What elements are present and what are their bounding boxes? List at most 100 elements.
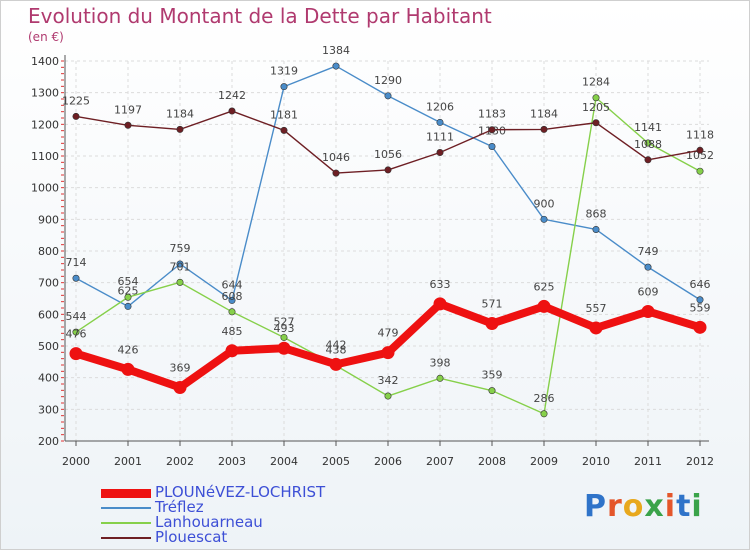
data-point <box>280 126 288 134</box>
data-label: 749 <box>638 245 659 258</box>
data-label: 701 <box>170 260 191 273</box>
data-point <box>228 107 236 115</box>
data-point <box>436 118 444 126</box>
data-label: 1056 <box>374 148 402 161</box>
data-point <box>124 302 132 310</box>
data-label: 1181 <box>270 108 298 121</box>
data-label: 1088 <box>634 138 662 151</box>
y-tick-label: 1400 <box>31 55 59 68</box>
proxiti-logo: Proxiti <box>584 489 703 524</box>
data-label: 714 <box>66 256 87 269</box>
data-label: 476 <box>66 328 87 341</box>
data-point <box>124 121 132 129</box>
legend-label: PLOUNéVEZ-LOCHRIST <box>155 483 326 501</box>
data-point <box>436 374 444 382</box>
data-label: 342 <box>378 374 399 387</box>
data-point <box>696 146 704 154</box>
data-point <box>384 166 392 174</box>
data-label: 1184 <box>530 107 558 120</box>
logo-letter: i <box>691 489 703 524</box>
data-label: 398 <box>430 356 451 369</box>
data-label: 1052 <box>686 149 714 162</box>
data-label: 559 <box>690 301 711 314</box>
legend-swatch <box>101 522 151 524</box>
data-point <box>332 169 340 177</box>
data-point <box>72 328 80 336</box>
legend-label: Lanhouarneau <box>155 513 263 531</box>
y-tick-label: 600 <box>38 308 59 321</box>
data-point <box>696 167 704 175</box>
data-point <box>176 278 184 286</box>
data-label: 1184 <box>166 107 194 120</box>
x-tick-label: 2006 <box>374 455 402 468</box>
y-tick-label: 200 <box>38 435 59 448</box>
data-label: 1183 <box>478 108 506 121</box>
data-point <box>433 297 447 311</box>
data-label: 493 <box>274 322 295 335</box>
data-point <box>121 362 135 376</box>
data-point <box>225 344 239 358</box>
x-tick-label: 2012 <box>686 455 714 468</box>
y-tick-label: 900 <box>38 213 59 226</box>
chart-subtitle: (en €) <box>28 30 64 44</box>
legend-label: Plouescat <box>155 528 228 546</box>
data-label: 625 <box>534 280 555 293</box>
chart-title: Evolution du Montant de la Dette par Hab… <box>28 4 492 28</box>
x-tick-label: 2005 <box>322 455 350 468</box>
logo-letter: t <box>676 489 692 524</box>
data-point <box>540 125 548 133</box>
data-point <box>228 296 236 304</box>
data-point <box>540 215 548 223</box>
data-point <box>332 62 340 70</box>
data-label: 759 <box>170 242 191 255</box>
data-point <box>72 112 80 120</box>
x-tick-label: 2002 <box>166 455 194 468</box>
data-label: 1141 <box>634 121 662 134</box>
data-point <box>176 260 184 268</box>
y-tick-label: 800 <box>38 245 59 258</box>
y-tick-label: 1200 <box>31 118 59 131</box>
data-label: 1206 <box>426 100 454 113</box>
data-label: 1384 <box>322 44 350 57</box>
data-point <box>641 304 655 318</box>
data-point <box>124 293 132 301</box>
data-point <box>644 263 652 271</box>
data-label: 868 <box>586 207 607 220</box>
data-label: 426 <box>118 343 139 356</box>
data-label: 1225 <box>62 94 90 107</box>
data-label: 633 <box>430 278 451 291</box>
data-label: 544 <box>66 310 87 323</box>
data-label: 479 <box>378 327 399 340</box>
y-tick-label: 400 <box>38 372 59 385</box>
data-label: 1290 <box>374 74 402 87</box>
data-point <box>589 321 603 335</box>
data-label: 359 <box>482 369 503 382</box>
data-point <box>176 125 184 133</box>
data-point <box>173 380 187 394</box>
data-label: 1205 <box>582 101 610 114</box>
data-point <box>488 387 496 395</box>
data-label: 646 <box>690 278 711 291</box>
y-tick-label: 1300 <box>31 87 59 100</box>
legend-label: Tréflez <box>155 498 204 516</box>
data-label: 527 <box>274 315 295 328</box>
x-tick-label: 2009 <box>530 455 558 468</box>
data-label: 1319 <box>270 65 298 78</box>
data-label: 608 <box>222 290 243 303</box>
data-label: 625 <box>118 284 139 297</box>
data-point <box>280 333 288 341</box>
data-point <box>485 317 499 331</box>
data-point <box>696 296 704 304</box>
data-point <box>540 410 548 418</box>
data-point <box>488 126 496 134</box>
x-tick-label: 2007 <box>426 455 454 468</box>
data-point <box>277 341 291 355</box>
data-label: 442 <box>326 338 347 351</box>
y-tick-label: 300 <box>38 403 59 416</box>
data-point <box>644 139 652 147</box>
data-point <box>592 225 600 233</box>
data-point <box>592 119 600 127</box>
data-label: 1046 <box>322 151 350 164</box>
